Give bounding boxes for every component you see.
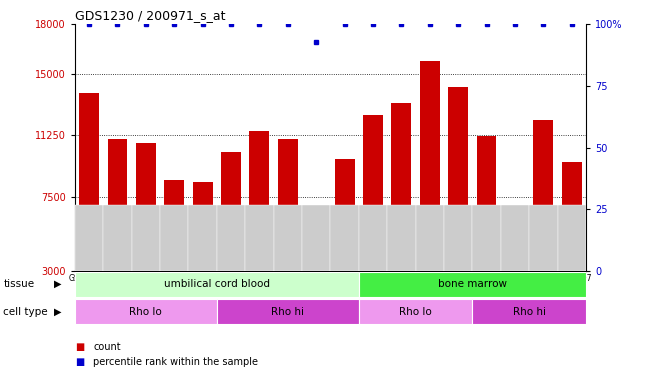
Text: tissue: tissue	[3, 279, 35, 289]
Bar	[359, 299, 473, 324]
Text: ▶: ▶	[53, 307, 61, 316]
Bar	[359, 206, 387, 271]
Bar	[391, 103, 411, 271]
Bar	[107, 140, 128, 271]
Text: ■: ■	[75, 342, 84, 352]
Bar	[136, 142, 156, 271]
Text: Rho hi: Rho hi	[512, 307, 546, 316]
Text: percentile rank within the sample: percentile rank within the sample	[93, 357, 258, 367]
Bar	[221, 153, 241, 271]
Bar	[420, 60, 439, 271]
Text: Rho hi: Rho hi	[271, 307, 304, 316]
Bar	[249, 131, 270, 271]
Bar	[75, 206, 104, 271]
Bar	[75, 299, 217, 324]
Bar	[245, 206, 273, 271]
Text: umbilical cord blood: umbilical cord blood	[164, 279, 270, 289]
Bar	[104, 206, 132, 271]
Bar	[335, 159, 355, 271]
Bar	[193, 182, 213, 271]
Bar	[529, 206, 557, 271]
Text: GDS1230 / 200971_s_at: GDS1230 / 200971_s_at	[75, 9, 225, 22]
Text: ▶: ▶	[53, 279, 61, 289]
Bar	[306, 218, 326, 271]
Bar	[188, 206, 217, 271]
Text: cell type: cell type	[3, 307, 48, 316]
Bar	[302, 206, 330, 271]
Bar	[359, 272, 586, 297]
Bar	[557, 206, 586, 271]
Bar	[164, 180, 184, 271]
Bar	[160, 206, 188, 271]
Bar	[448, 87, 468, 271]
Text: Rho lo: Rho lo	[130, 307, 162, 316]
Bar	[473, 206, 501, 271]
Bar	[75, 271, 586, 375]
Bar	[477, 136, 497, 271]
Bar	[217, 206, 245, 271]
Bar	[505, 207, 525, 271]
Bar	[533, 120, 553, 271]
Bar	[278, 140, 298, 271]
Text: bone marrow: bone marrow	[438, 279, 507, 289]
Text: count: count	[93, 342, 120, 352]
Bar	[562, 162, 581, 271]
Bar	[217, 299, 359, 324]
Text: ■: ■	[75, 357, 84, 367]
Bar	[132, 206, 160, 271]
Bar	[415, 206, 444, 271]
Bar	[473, 299, 586, 324]
Bar	[75, 272, 359, 297]
Bar	[501, 206, 529, 271]
Bar	[273, 206, 302, 271]
Bar	[330, 206, 359, 271]
Bar	[79, 93, 99, 271]
Bar	[444, 206, 473, 271]
Text: Rho lo: Rho lo	[399, 307, 432, 316]
Bar	[387, 206, 415, 271]
Bar	[363, 115, 383, 271]
